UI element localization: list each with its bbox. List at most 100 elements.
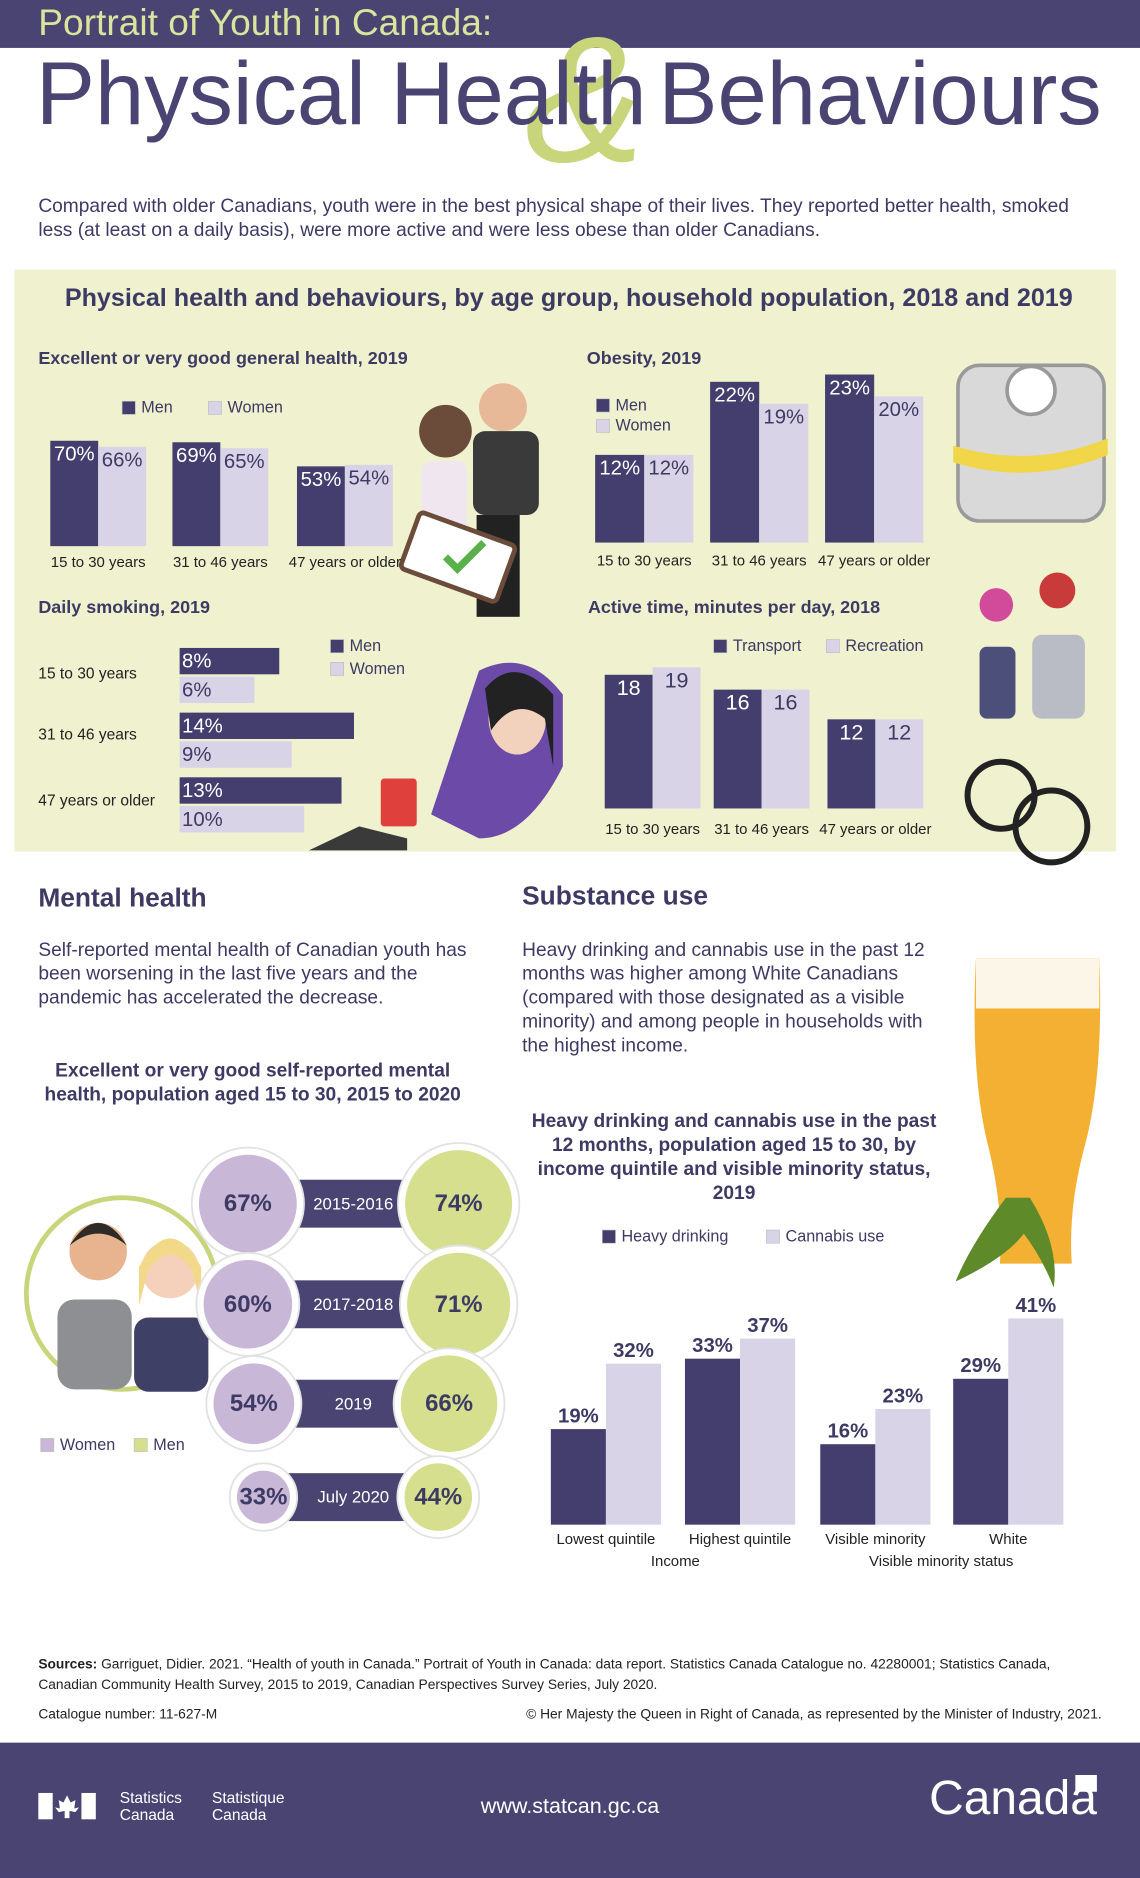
- value-label: 16: [726, 690, 750, 715]
- bar: [179, 806, 305, 833]
- bubble: [400, 1355, 498, 1452]
- bar: [953, 1378, 1009, 1525]
- value-label: 20%: [878, 399, 919, 421]
- legend-swatch: [208, 400, 222, 415]
- sources-label: Sources:: [38, 1657, 98, 1672]
- value-label: 54%: [348, 468, 389, 490]
- chart-title: Obesity, 2019: [586, 348, 702, 369]
- category-label: 2017-2018: [313, 1295, 393, 1314]
- bar: [296, 466, 345, 547]
- wordmark-flag: [1075, 1774, 1097, 1792]
- top-band: [0, 0, 1140, 48]
- legend-swatch: [133, 1438, 148, 1452]
- value-label: 23%: [883, 1385, 924, 1407]
- bar: [550, 1429, 606, 1525]
- value-label: 41%: [1015, 1295, 1056, 1317]
- title-part2: Behaviours: [658, 44, 1101, 143]
- footer-statistics: Canada: [120, 1807, 175, 1824]
- smoker-illustration: [308, 662, 563, 851]
- category-label: July 2020: [317, 1488, 389, 1507]
- value-label: 69%: [176, 445, 217, 467]
- x-tick-label: 31 to 46 years: [714, 821, 809, 838]
- value-label: 71%: [435, 1291, 483, 1318]
- bar: [50, 440, 99, 547]
- bar: [179, 741, 292, 768]
- bar: [220, 448, 269, 547]
- value-label: 10%: [182, 809, 223, 831]
- group-label: Income: [651, 1553, 700, 1570]
- value-label: 66%: [425, 1390, 473, 1417]
- legend-swatch: [596, 418, 610, 433]
- x-tick-label: 47 years or older: [289, 554, 401, 571]
- x-tick-label: 31 to 46 years: [173, 554, 268, 571]
- kicker: Portrait of Youth in Canada:: [38, 1, 492, 43]
- value-label: 53%: [301, 469, 342, 491]
- bar: [344, 464, 393, 547]
- value-label: 74%: [435, 1190, 483, 1217]
- bar: [875, 1408, 931, 1525]
- bubble: [405, 1150, 513, 1258]
- catalogue: Catalogue number: 11-627-M: [38, 1707, 218, 1723]
- value-label: 12%: [648, 458, 689, 480]
- category-label: 2015-2016: [313, 1194, 393, 1213]
- value-label: 12: [839, 719, 863, 744]
- value-label: 16: [774, 690, 798, 715]
- value-label: 12: [887, 719, 911, 744]
- bar: [874, 396, 924, 543]
- value-label: 19%: [763, 406, 804, 428]
- bar: [710, 381, 760, 543]
- footer-statistique: Canada: [212, 1807, 267, 1824]
- legend-swatch: [40, 1438, 55, 1452]
- value-label: 14%: [182, 715, 223, 737]
- value-label: 18: [617, 675, 641, 700]
- legend-label: Men: [153, 1436, 184, 1454]
- chart-title: Active time, minutes per day, 2018: [587, 597, 881, 619]
- y-tick-label: 15 to 30 years: [38, 665, 137, 682]
- legend-label: Men: [350, 637, 381, 655]
- x-tick-label: Lowest quintile: [556, 1531, 655, 1548]
- value-label: 65%: [224, 451, 265, 473]
- legend-label: Cannabis use: [786, 1227, 885, 1245]
- bar: [644, 454, 694, 543]
- cyclists-illustration: [964, 572, 1091, 866]
- bar: [713, 689, 762, 809]
- y-tick-label: 47 years or older: [38, 792, 155, 809]
- value-label: 54%: [230, 1390, 278, 1417]
- x-tick-label: 15 to 30 years: [597, 553, 692, 570]
- section-text: Self-reported mental health of Canadian …: [38, 940, 467, 1009]
- bubble: [213, 1363, 295, 1445]
- legend-swatch: [330, 639, 344, 654]
- people-illustration: [398, 383, 539, 617]
- value-label: 19: [665, 667, 689, 692]
- footer-statistics: Statistics: [120, 1790, 182, 1807]
- bar: [605, 1363, 662, 1525]
- statcan-flag-front: [38, 1792, 96, 1820]
- legend-label: Women: [228, 399, 283, 417]
- bar: [1008, 1318, 1064, 1525]
- x-tick-label: 47 years or older: [819, 821, 931, 838]
- chart-title: Daily smoking, 2019: [38, 597, 211, 619]
- copyright: © Her Majesty the Queen in Right of Cana…: [526, 1707, 1102, 1723]
- bubble: [404, 1463, 473, 1531]
- legend-label: Transport: [733, 637, 802, 655]
- legend-label: Heavy drinking: [621, 1227, 728, 1245]
- value-label: 9%: [182, 744, 211, 766]
- bubble: [407, 1252, 511, 1356]
- value-label: 12%: [599, 458, 640, 480]
- intro: Compared with older Canadians, youth wer…: [38, 196, 1069, 241]
- legend-swatch: [330, 662, 344, 676]
- bar: [740, 1338, 796, 1525]
- bar: [179, 712, 354, 739]
- bar: [759, 403, 809, 543]
- x-tick-label: 15 to 30 years: [605, 821, 700, 838]
- chart-title: Heavy drinking and cannabis use in the p…: [531, 1111, 937, 1204]
- legend-swatch: [602, 1229, 616, 1244]
- bar: [604, 674, 653, 809]
- value-label: 67%: [224, 1190, 272, 1217]
- chart-title: Excellent or very good general health, 2…: [38, 348, 408, 369]
- bar: [684, 1358, 741, 1525]
- x-tick-label: White: [989, 1531, 1027, 1548]
- x-tick-label: 47 years or older: [818, 553, 930, 570]
